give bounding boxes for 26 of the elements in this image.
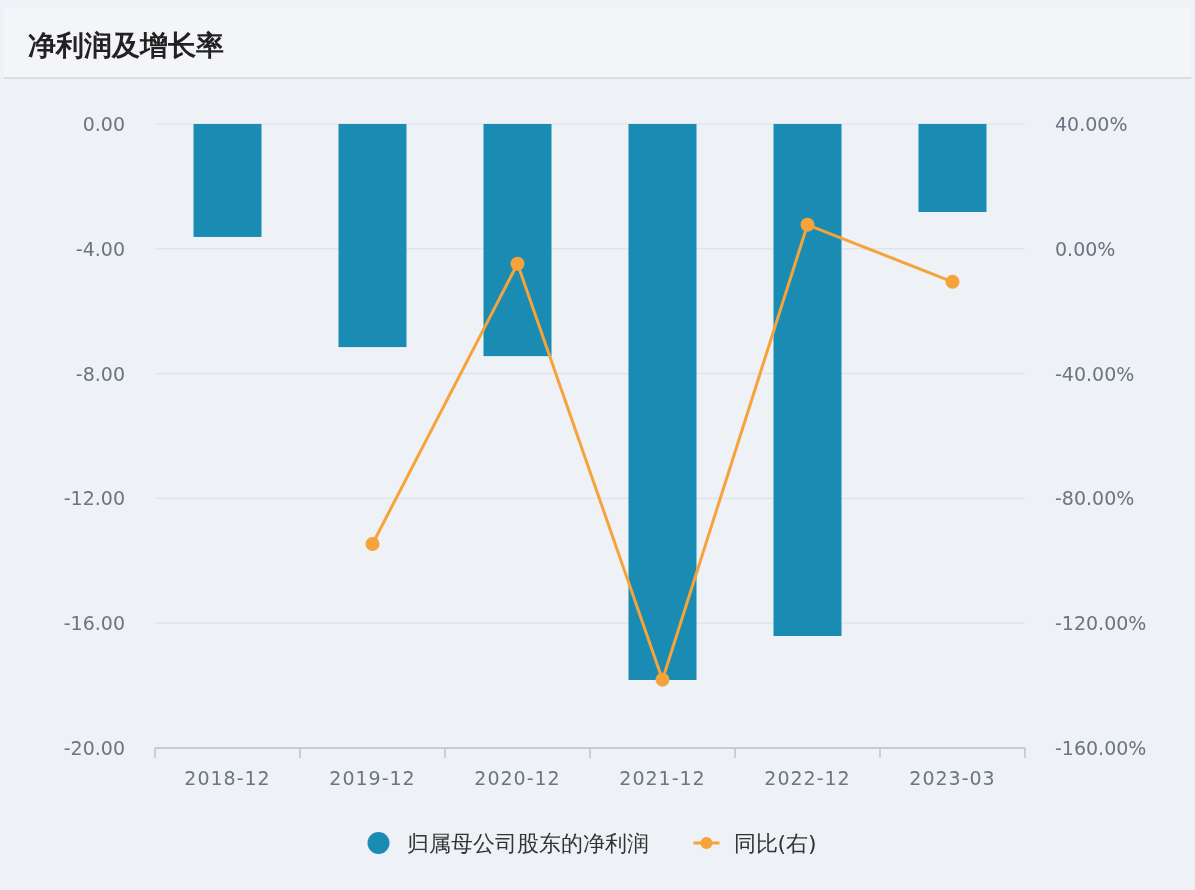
y2-tick-label: 40.00% bbox=[1055, 113, 1128, 135]
x-tick-label: 2020-12 bbox=[474, 767, 561, 789]
x-tick-label: 2022-12 bbox=[764, 767, 851, 789]
y2-tick-label: 0.00% bbox=[1055, 237, 1116, 260]
y2-tick-label: -120.00% bbox=[1055, 612, 1147, 635]
y-tick-label: -12.00 bbox=[63, 487, 125, 510]
legend-label: 同比(右) bbox=[733, 831, 817, 856]
y2-tick-label: -160.00% bbox=[1055, 737, 1147, 759]
point bbox=[655, 672, 670, 687]
y-tick-label: -8.00 bbox=[75, 362, 125, 385]
point bbox=[365, 536, 380, 551]
y2-tick-label: -80.00% bbox=[1055, 487, 1135, 510]
chart-title: 净利润及增长率 bbox=[28, 29, 224, 62]
y2-tick-label: -40.00% bbox=[1055, 362, 1135, 385]
y-tick-label: -16.00 bbox=[63, 612, 125, 635]
x-tick-label: 2019-12 bbox=[329, 767, 416, 789]
legend-label: 归属母公司股东的净利润 bbox=[406, 831, 649, 856]
x-tick-label: 2021-12 bbox=[619, 767, 706, 789]
y-tick-label: -4.00 bbox=[75, 237, 125, 260]
x-tick-label: 2018-12 bbox=[184, 767, 271, 789]
x-tick-label: 2023-03 bbox=[909, 767, 996, 789]
point bbox=[510, 256, 525, 271]
point bbox=[945, 274, 960, 289]
y-tick-label: 0.00 bbox=[82, 113, 125, 135]
point bbox=[800, 217, 815, 232]
y-tick-label: -20.00 bbox=[63, 737, 125, 759]
